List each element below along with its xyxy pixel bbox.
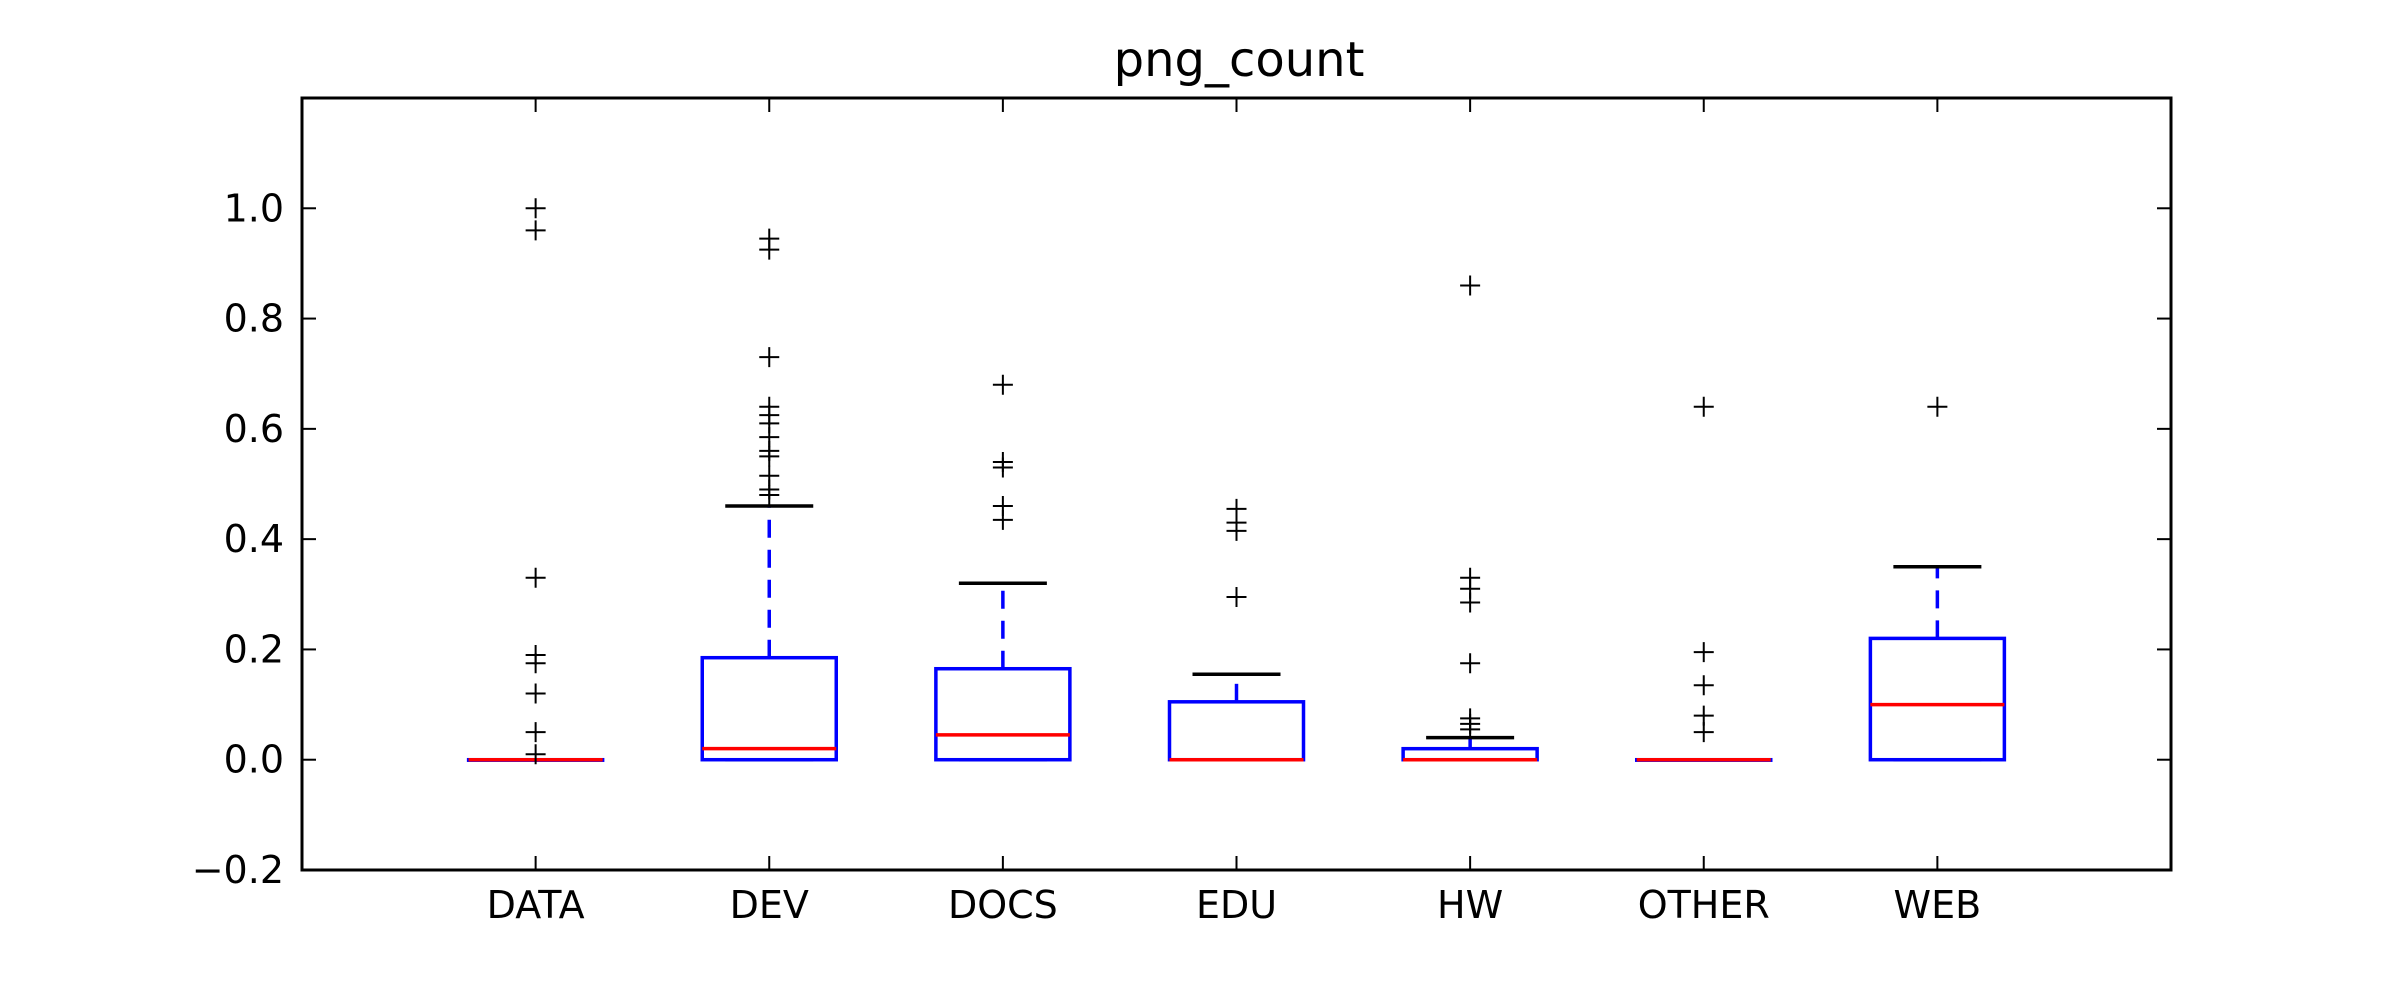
outlier-marker [525,198,546,219]
outlier-marker [525,567,546,588]
outlier-marker [1460,275,1481,296]
outlier-marker [759,446,780,467]
x-tick-label: HW [1437,883,1503,927]
box-body [1868,636,2007,762]
outlier-marker [1226,520,1247,541]
outlier-marker [759,485,780,506]
box-body [700,655,838,762]
outlier-marker [759,347,780,368]
outlier-marker [1693,722,1714,743]
y-tick-label: 0.8 [224,297,284,341]
x-tick-label: DEV [730,883,809,927]
outlier-marker [1693,642,1714,663]
box-body [934,666,1072,762]
outlier-marker [525,653,546,674]
x-tick-label: OTHER [1638,883,1770,927]
x-tick-label: DATA [487,883,585,927]
outlier-marker [525,683,546,704]
plot-area: −0.2 0.0 0.2 0.4 0.6 0.8 1.0 DATA DEV DOCS EDU HW OT… [192,98,2171,927]
x-tick-label: WEB [1894,883,1982,927]
y-tick-label: 0.2 [224,627,284,671]
outlier-marker [525,722,546,743]
y-tick-label: 0.0 [224,738,284,782]
outlier-marker [525,220,546,241]
x-tick-label: DOCS [948,883,1058,927]
outlier-marker [1460,592,1481,613]
x-tick-label: EDU [1196,883,1277,927]
chart-title: png_count [1114,32,1365,88]
outlier-marker [1693,396,1714,417]
y-tick-label: 1.0 [224,186,284,230]
outlier-marker [1226,587,1247,608]
outlier-marker [759,239,780,260]
outlier-marker [1460,719,1481,740]
y-tick-label: 0.4 [224,517,284,561]
outlier-marker [1927,396,1948,417]
plot-frame [300,96,2173,872]
y-tick-label: 0.6 [224,407,284,451]
outlier-marker [1693,675,1714,696]
outlier-marker [525,744,546,765]
y-tick-label: −0.2 [192,848,284,892]
outlier-marker [992,457,1013,478]
box-body [1167,700,1306,762]
outlier-marker [1460,653,1481,674]
outlier-marker [992,374,1013,395]
outlier-marker [992,509,1013,530]
